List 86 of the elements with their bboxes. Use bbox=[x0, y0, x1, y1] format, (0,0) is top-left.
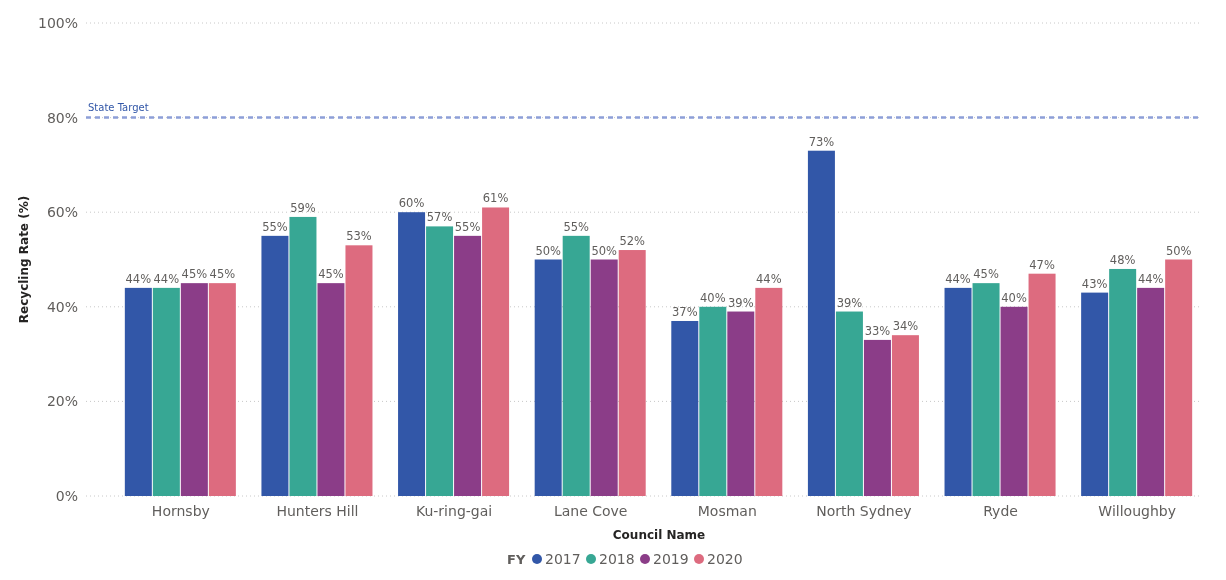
x-tick-label: North Sydney bbox=[816, 503, 912, 519]
bar bbox=[345, 245, 373, 496]
data-label: 40% bbox=[700, 290, 726, 305]
data-label: 33% bbox=[864, 323, 891, 338]
bar bbox=[1081, 292, 1109, 496]
data-label: 60% bbox=[398, 196, 425, 211]
bar bbox=[534, 259, 562, 496]
bar bbox=[807, 150, 835, 496]
bar bbox=[289, 216, 317, 496]
x-tick-label: Willoughby bbox=[1098, 503, 1176, 519]
bar bbox=[562, 235, 590, 496]
data-label: 37% bbox=[672, 304, 698, 319]
bar bbox=[863, 339, 891, 496]
y-tick-label: 0% bbox=[55, 488, 78, 504]
bar bbox=[944, 287, 972, 496]
data-label: 43% bbox=[1081, 276, 1108, 291]
bar bbox=[426, 226, 454, 496]
bar bbox=[454, 235, 482, 496]
bar bbox=[671, 320, 699, 496]
data-label: 50% bbox=[591, 243, 618, 258]
y-tick-label: 100% bbox=[37, 15, 78, 31]
bar bbox=[208, 283, 236, 496]
data-label: 45% bbox=[973, 267, 999, 282]
bar bbox=[835, 311, 863, 496]
bar bbox=[261, 235, 289, 496]
x-tick-label: Mosman bbox=[697, 503, 757, 519]
bar bbox=[972, 283, 1000, 496]
data-label: 44% bbox=[1137, 271, 1164, 286]
bar bbox=[1000, 306, 1028, 496]
legend-label: 2019 bbox=[653, 551, 689, 567]
data-label: 53% bbox=[346, 229, 372, 244]
x-tick-label: Hornsby bbox=[151, 503, 210, 519]
data-label: 52% bbox=[619, 234, 646, 249]
legend-label: 2018 bbox=[599, 551, 635, 567]
y-axis-title: Recycling Rate (%) bbox=[17, 195, 31, 324]
data-label: 44% bbox=[125, 271, 152, 286]
data-label: 44% bbox=[945, 271, 971, 286]
data-label: 47% bbox=[1029, 257, 1055, 272]
data-label: 39% bbox=[728, 295, 754, 310]
data-label: 45% bbox=[318, 267, 344, 282]
bar bbox=[482, 207, 510, 496]
bar bbox=[152, 287, 180, 496]
data-label: 55% bbox=[563, 219, 590, 234]
bar bbox=[317, 283, 345, 496]
bar bbox=[124, 287, 152, 496]
bar bbox=[618, 250, 646, 496]
data-label: 34% bbox=[892, 319, 919, 334]
y-tick-label: 60% bbox=[46, 204, 78, 221]
y-tick-label: 40% bbox=[46, 298, 78, 315]
data-label: 50% bbox=[1165, 243, 1192, 258]
bar bbox=[727, 311, 755, 496]
x-tick-label: Hunters Hill bbox=[276, 503, 359, 519]
bar bbox=[755, 287, 783, 496]
bar bbox=[1109, 268, 1137, 496]
data-label: 73% bbox=[808, 134, 835, 149]
x-tick-label: Ryde bbox=[983, 503, 1018, 519]
data-label: 61% bbox=[482, 191, 509, 206]
bar bbox=[1137, 287, 1165, 496]
bar bbox=[180, 283, 208, 496]
bar bbox=[590, 259, 618, 496]
data-label: 44% bbox=[756, 271, 782, 286]
data-label: 55% bbox=[262, 219, 288, 234]
data-label: 57% bbox=[426, 210, 453, 225]
bar bbox=[891, 335, 919, 496]
bar bbox=[1165, 259, 1193, 496]
data-label: 45% bbox=[181, 267, 208, 282]
data-label: 59% bbox=[290, 200, 316, 215]
data-label: 44% bbox=[153, 271, 180, 286]
ref-line-label: State Target bbox=[88, 101, 149, 113]
bar bbox=[398, 212, 426, 496]
data-label: 48% bbox=[1109, 252, 1136, 267]
bar bbox=[1028, 273, 1056, 496]
data-label: 45% bbox=[209, 267, 236, 282]
data-label: 55% bbox=[454, 219, 481, 234]
bar bbox=[699, 306, 727, 496]
x-axis-title: Council Name bbox=[612, 528, 706, 542]
x-tick-label: Lane Cove bbox=[553, 503, 628, 519]
data-label: 39% bbox=[836, 295, 863, 310]
legend-label: 2020 bbox=[707, 551, 743, 567]
y-tick-label: 20% bbox=[46, 393, 78, 410]
data-label: 40% bbox=[1001, 290, 1027, 305]
data-label: 50% bbox=[535, 243, 562, 258]
legend-title: FY bbox=[507, 552, 526, 567]
x-tick-label: Ku-ring-gai bbox=[415, 503, 493, 519]
y-tick-label: 80% bbox=[46, 109, 78, 126]
legend-label: 2017 bbox=[545, 551, 581, 567]
